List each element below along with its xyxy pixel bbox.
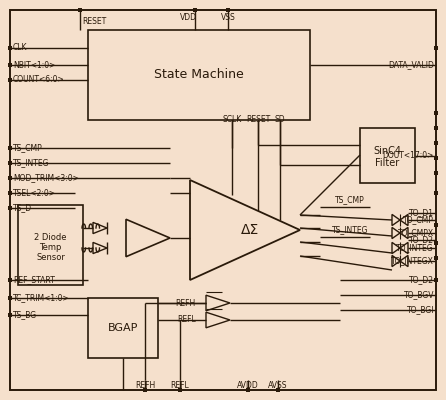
Text: TC_TRIM<1:0>: TC_TRIM<1:0> xyxy=(13,294,70,302)
Text: AVSS: AVSS xyxy=(268,380,288,390)
Bar xyxy=(434,156,438,160)
Text: TS_CMP: TS_CMP xyxy=(335,196,365,204)
Text: Filter: Filter xyxy=(376,158,400,168)
Bar xyxy=(434,46,438,50)
Bar xyxy=(8,191,12,195)
Bar xyxy=(8,146,12,150)
Text: 2 Diode: 2 Diode xyxy=(34,232,67,242)
Bar xyxy=(434,171,438,175)
Text: REFL: REFL xyxy=(171,380,190,390)
Polygon shape xyxy=(206,295,230,311)
Text: MOD_TRIM<3:0>: MOD_TRIM<3:0> xyxy=(13,174,79,182)
Text: REFH: REFH xyxy=(176,298,196,308)
Text: DOUT<17:0>: DOUT<17:0> xyxy=(383,151,434,160)
Bar xyxy=(434,241,438,245)
Polygon shape xyxy=(206,312,230,328)
Polygon shape xyxy=(392,227,400,238)
Polygon shape xyxy=(400,242,408,254)
Text: REFH: REFH xyxy=(135,380,155,390)
Bar xyxy=(8,46,12,50)
Text: Sensor: Sensor xyxy=(36,252,65,262)
Bar xyxy=(434,223,438,227)
Text: TO_CMP: TO_CMP xyxy=(403,216,434,224)
Text: TO_D1: TO_D1 xyxy=(409,208,434,218)
Bar xyxy=(18,205,83,285)
Bar xyxy=(434,141,438,145)
Bar xyxy=(8,78,12,82)
Text: TO_D2: TO_D2 xyxy=(409,276,434,284)
Text: TS_D: TS_D xyxy=(13,204,32,212)
Text: VDD: VDD xyxy=(179,14,197,22)
Text: RESET: RESET xyxy=(82,18,106,26)
Text: SCLK: SCLK xyxy=(223,115,242,124)
Text: CLK: CLK xyxy=(13,44,28,52)
Polygon shape xyxy=(392,214,400,226)
Text: TS_INTEG: TS_INTEG xyxy=(13,158,50,168)
Polygon shape xyxy=(400,227,408,238)
Text: TO_CMPX: TO_CMPX xyxy=(398,228,434,238)
Text: AVDD: AVDD xyxy=(237,380,259,390)
Text: TO_BGI: TO_BGI xyxy=(406,306,434,314)
Text: TS_CMP: TS_CMP xyxy=(13,144,43,152)
Bar xyxy=(193,8,197,12)
Text: BGAP: BGAP xyxy=(108,323,138,333)
Text: TSEL<2:0>: TSEL<2:0> xyxy=(13,188,56,198)
Text: REFL: REFL xyxy=(177,316,196,324)
Bar xyxy=(434,111,438,115)
Text: VSS: VSS xyxy=(221,14,235,22)
Text: SinC4: SinC4 xyxy=(373,146,401,156)
Bar xyxy=(8,176,12,180)
Bar xyxy=(178,388,182,392)
Bar xyxy=(8,63,12,67)
Bar xyxy=(434,191,438,195)
Text: Temp: Temp xyxy=(39,242,62,252)
Bar xyxy=(434,256,438,260)
Bar xyxy=(88,30,310,120)
Text: TO_BGV: TO_BGV xyxy=(404,290,434,300)
Text: NBIT<1:0>: NBIT<1:0> xyxy=(13,60,55,70)
Bar xyxy=(8,206,12,210)
Bar xyxy=(88,298,158,358)
Bar xyxy=(434,126,438,130)
Text: DATA_VALID: DATA_VALID xyxy=(388,60,434,70)
Text: SD: SD xyxy=(275,115,285,124)
Text: TO_D2: TO_D2 xyxy=(409,236,434,244)
Bar xyxy=(226,8,230,12)
Text: TS_BG: TS_BG xyxy=(13,310,37,320)
Bar xyxy=(8,296,12,300)
Text: RESET: RESET xyxy=(246,115,270,124)
Text: State Machine: State Machine xyxy=(154,68,244,82)
Text: COUNT<6:0>: COUNT<6:0> xyxy=(13,76,65,84)
Polygon shape xyxy=(392,256,400,266)
Polygon shape xyxy=(93,222,107,234)
Bar xyxy=(78,8,82,12)
Bar xyxy=(434,278,438,282)
Polygon shape xyxy=(392,242,400,254)
Text: TO_INTEG: TO_INTEG xyxy=(396,244,434,252)
Bar xyxy=(8,313,12,317)
Text: TS_INTEG: TS_INTEG xyxy=(332,226,368,234)
Text: ΔΣ: ΔΣ xyxy=(241,223,259,237)
Polygon shape xyxy=(190,180,300,280)
Bar xyxy=(143,388,147,392)
Bar xyxy=(360,128,415,183)
Text: TO_INTEGX: TO_INTEGX xyxy=(391,256,434,266)
Bar xyxy=(8,278,12,282)
Polygon shape xyxy=(126,219,170,257)
Text: REF_START: REF_START xyxy=(13,276,55,284)
Polygon shape xyxy=(400,256,408,266)
Polygon shape xyxy=(400,214,408,226)
Polygon shape xyxy=(93,242,107,254)
Bar xyxy=(246,388,250,392)
Bar xyxy=(276,388,280,392)
Bar xyxy=(8,161,12,165)
